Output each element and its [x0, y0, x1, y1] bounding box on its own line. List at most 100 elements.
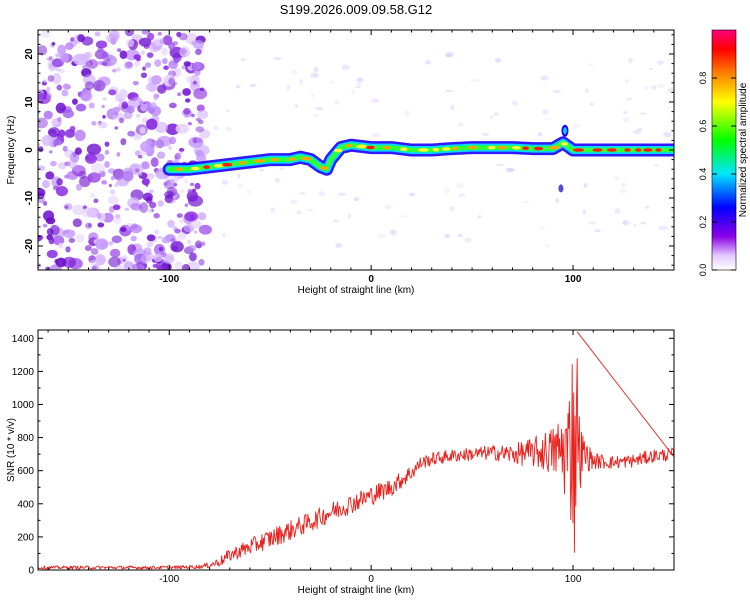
noise-blob [102, 115, 106, 119]
speckle [540, 75, 549, 81]
noise-blob [157, 84, 167, 94]
noise-blob [122, 170, 134, 182]
noise-blob [129, 224, 143, 234]
noise-blob [86, 143, 102, 156]
noise-blob [49, 264, 62, 270]
speckle [356, 77, 364, 83]
noise-blob [101, 180, 107, 185]
noise-blob [58, 129, 66, 138]
noise-blob [84, 153, 97, 164]
noise-blob [147, 208, 152, 213]
snr-series [38, 331, 674, 570]
noise-blob [69, 125, 76, 133]
noise-blob [101, 51, 109, 58]
noise-blob [163, 65, 169, 71]
noise-blob [82, 207, 97, 218]
noise-blob [190, 182, 195, 187]
noise-blob [74, 129, 86, 142]
noise-blob [170, 179, 175, 184]
noise-blob [75, 233, 85, 243]
ridge-hotspot [346, 143, 353, 148]
speckle [270, 207, 276, 213]
noise-blob [153, 93, 160, 99]
speckle [389, 229, 397, 236]
noise-blob [112, 106, 121, 113]
y-tick-label: -10 [24, 190, 35, 205]
speckle [583, 182, 588, 188]
noise-blob [125, 30, 135, 37]
noise-blob [146, 234, 156, 242]
noise-blob [167, 219, 175, 228]
noise-blob [109, 30, 120, 41]
noise-blob [62, 145, 68, 152]
noise-blob [72, 151, 77, 158]
speckle [310, 72, 319, 78]
speckle [404, 110, 411, 116]
speckle [412, 192, 416, 197]
noise-blob [38, 117, 48, 129]
noise-blob [38, 45, 48, 56]
noise-blob [127, 93, 136, 100]
ridge-hotspot [417, 148, 429, 152]
noise-blob [145, 82, 158, 92]
noise-blob [48, 237, 55, 245]
noise-blob [180, 48, 187, 55]
noise-blob [168, 60, 178, 69]
noise-blob [113, 264, 126, 270]
speckle [458, 122, 464, 127]
noise-blob [199, 87, 205, 92]
ridge-hotspot [356, 144, 368, 149]
noise-blob [114, 182, 119, 188]
speckle [544, 244, 550, 247]
speckle [458, 193, 466, 198]
noise-blob [68, 158, 78, 169]
noise-blob [45, 217, 56, 225]
noise-blob [198, 258, 205, 266]
noise-blob [193, 80, 197, 85]
noise-blob [146, 173, 155, 180]
y-tick-label: 10 [24, 96, 35, 108]
noise-blob [50, 160, 57, 167]
noise-blob [146, 52, 154, 59]
ridge-hotspot [190, 166, 200, 171]
noise-blob [184, 203, 189, 207]
speckle [495, 163, 505, 167]
noise-blob [151, 75, 162, 85]
noise-blob [136, 57, 141, 62]
speckle [656, 84, 666, 88]
noise-blob [178, 147, 185, 152]
noise-blob [159, 38, 166, 45]
noise-blob [91, 163, 105, 174]
noise-blob [42, 78, 48, 83]
speckle [539, 226, 546, 230]
snr-line [38, 331, 674, 570]
ridge-hotspot [238, 161, 246, 165]
noise-blob [103, 54, 117, 67]
colorbar-tick-label: 0.6 [698, 120, 708, 133]
noise-blob [139, 172, 143, 176]
noise-blob [162, 58, 168, 65]
noise-blob [152, 263, 158, 269]
speckle [445, 89, 453, 92]
noise-blob [38, 143, 41, 147]
colorbar-tick-label: 0.8 [698, 72, 708, 85]
noise-blob [183, 61, 192, 67]
speckle [658, 225, 668, 230]
speckle [623, 111, 628, 114]
noise-blob [150, 157, 159, 168]
noise-blob [168, 102, 177, 109]
speckle [235, 85, 241, 89]
speckle [538, 132, 543, 137]
speckle [222, 232, 226, 238]
speckle [315, 107, 323, 111]
speckle [329, 81, 335, 84]
speckle [622, 219, 628, 226]
speckle [274, 177, 280, 184]
noise-blob [165, 123, 180, 135]
noise-blob [84, 81, 95, 90]
x-tick-label: 100 [565, 274, 582, 285]
noise-blob [64, 233, 69, 238]
noise-blob [72, 218, 82, 228]
noise-blob [154, 121, 168, 134]
noise-blob [140, 254, 151, 264]
